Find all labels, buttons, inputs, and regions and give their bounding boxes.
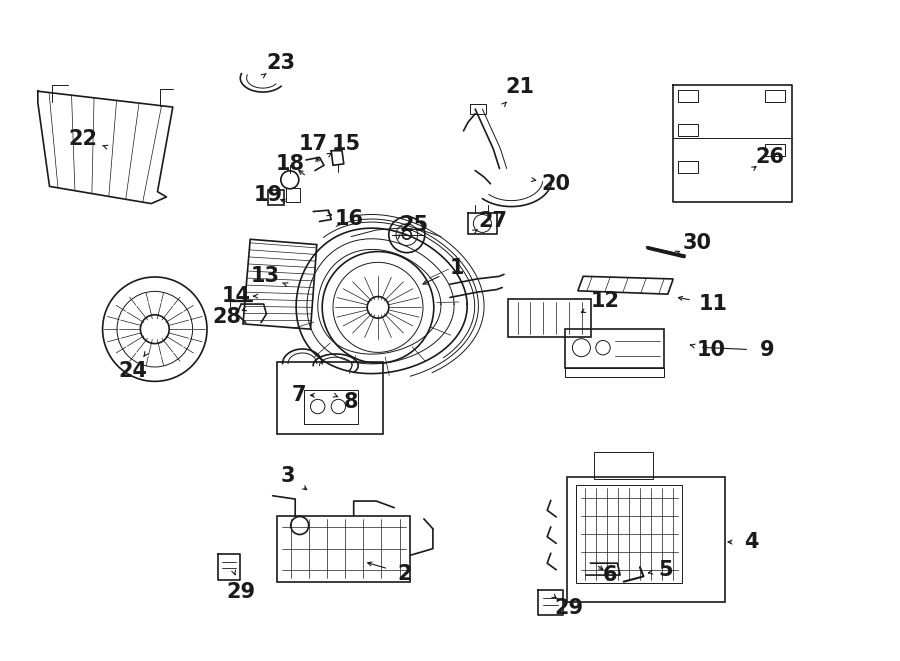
Text: 5: 5 [659,560,673,580]
Text: 22: 22 [68,129,97,149]
Text: 26: 26 [755,147,784,167]
Bar [765,144,785,156]
Bar [678,124,698,136]
Text: 30: 30 [683,233,712,253]
Text: 16: 16 [335,210,364,229]
Bar [565,368,664,377]
Text: 4: 4 [744,532,759,552]
Bar [286,188,300,202]
Text: 23: 23 [266,53,295,73]
Bar [277,516,410,582]
Bar [508,299,591,337]
Bar [765,90,785,102]
Text: 8: 8 [344,392,358,412]
Text: 14: 14 [221,286,250,306]
Bar [268,190,284,205]
Text: 27: 27 [479,212,508,231]
Text: 13: 13 [251,266,280,286]
Bar [576,485,682,583]
Bar [565,329,664,368]
Text: 9: 9 [760,340,774,360]
Text: 29: 29 [227,582,256,602]
Text: 6: 6 [603,565,617,585]
Text: 1: 1 [450,258,464,278]
Text: 28: 28 [212,307,241,327]
Text: 3: 3 [281,466,295,486]
Text: 18: 18 [275,154,304,174]
Text: 19: 19 [254,185,283,205]
Text: 2: 2 [398,564,412,584]
Bar [678,90,698,102]
Text: 20: 20 [542,174,571,194]
Text: 11: 11 [698,294,727,314]
Text: 15: 15 [332,134,361,154]
Bar [678,161,698,173]
Bar [277,362,383,434]
Text: 24: 24 [119,362,148,381]
Text: 29: 29 [554,598,583,618]
Text: 7: 7 [292,385,306,405]
Text: 21: 21 [506,77,535,97]
Text: 10: 10 [697,340,725,360]
Bar [567,477,724,602]
Text: 12: 12 [590,291,619,311]
Bar [304,390,358,424]
Text: 17: 17 [299,134,328,154]
Bar [594,452,652,479]
Text: 25: 25 [400,215,428,235]
